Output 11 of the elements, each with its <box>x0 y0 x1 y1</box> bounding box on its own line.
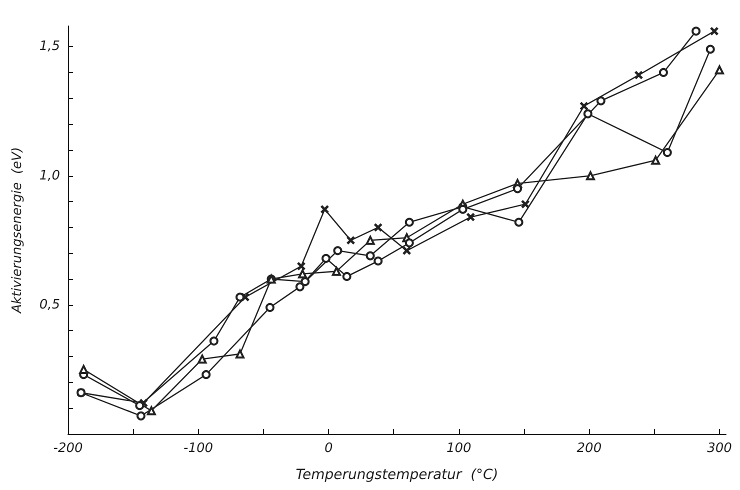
y-tick-label: 0,5 <box>39 297 60 312</box>
y-tick-label: 1,5 <box>39 39 60 54</box>
x-tick-label: -100 <box>184 441 214 456</box>
x-tick-label: 0 <box>324 441 333 456</box>
x-tick-label: 100 <box>446 441 472 456</box>
x-tick-label: -200 <box>53 441 83 456</box>
x-tick-label: 300 <box>707 441 732 456</box>
x-axis-title: Temperungstemperatur (°C) <box>296 467 498 483</box>
y-tick-label: 1,0 <box>39 168 60 184</box>
y-axis-title: Aktivierungsenergie (eV) <box>10 146 25 314</box>
x-tick-label: 200 <box>576 441 602 456</box>
